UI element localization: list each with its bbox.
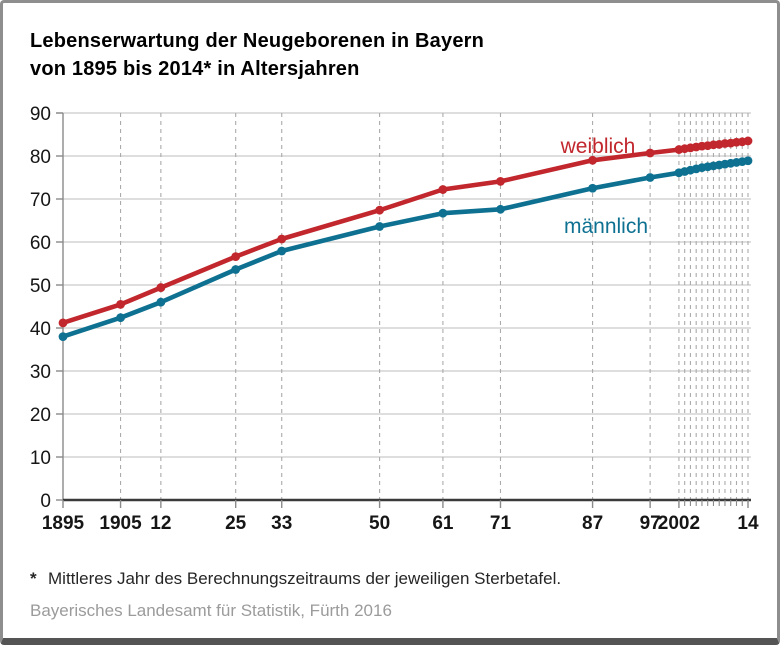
- series-line-maennlich: [60, 158, 751, 339]
- data-point: [231, 265, 241, 274]
- x-tick-label: 14: [737, 513, 759, 534]
- y-tick-label: 30: [30, 362, 51, 383]
- footnote: * Mittleres Jahr des Berechnungszeitraums…: [30, 569, 561, 589]
- x-tick-label: 71: [490, 513, 512, 534]
- chart-title: Lebenserwartung der Neugeborenen in Baye…: [30, 27, 484, 83]
- data-point: [277, 234, 287, 244]
- data-point: [438, 208, 448, 218]
- data-point: [58, 332, 68, 341]
- y-tick-label: 80: [30, 147, 51, 168]
- data-point: [116, 299, 125, 309]
- x-tick-label: 12: [150, 513, 171, 534]
- footnote-text: Mittleres Jahr des Berechnungszeitraums …: [48, 569, 562, 588]
- y-tick-label: 0: [40, 491, 51, 512]
- x-tick-label: 25: [225, 513, 247, 534]
- data-point: [116, 313, 125, 323]
- y-tick-label: 20: [30, 405, 51, 426]
- data-point: [58, 318, 68, 328]
- x-tick-label: 1905: [99, 513, 142, 534]
- data-point: [588, 183, 597, 193]
- x-tick-label: 50: [369, 513, 390, 534]
- x-tick-label: 33: [271, 513, 292, 534]
- y-tick-label: 40: [30, 319, 51, 340]
- x-tick-label: 87: [582, 513, 603, 534]
- series-label-maennlich: männlich: [564, 215, 648, 238]
- data-point: [645, 173, 655, 182]
- x-tick-label: 97: [640, 513, 661, 534]
- data-point: [277, 246, 287, 256]
- source-credit: Bayerisches Landesamt für Statistik, Für…: [30, 601, 392, 620]
- chart-title-line2: von 1895 bis 2014* in Altersjahren: [30, 58, 360, 80]
- x-tick-label: 61: [432, 513, 454, 534]
- data-point: [588, 155, 597, 165]
- chart-title-line1: Lebenserwartung der Neugeborenen in Baye…: [30, 30, 485, 52]
- data-point: [156, 297, 166, 307]
- data-point: [375, 222, 384, 231]
- series-label-weiblich: weiblich: [560, 135, 636, 158]
- y-tick-label: 90: [30, 104, 51, 125]
- x-tick-label: 1895: [42, 513, 85, 534]
- data-point: [743, 156, 753, 166]
- y-tick-label: 60: [30, 233, 51, 254]
- data-point: [496, 176, 505, 186]
- x-tick-label: 2002: [658, 513, 700, 534]
- line-chart: 0 10 20 30 40 50 60 70 80 90 1895 1905 12 25 33 50 61 71 8…: [30, 104, 759, 534]
- y-tick-label: 10: [30, 448, 51, 469]
- data-point: [375, 205, 384, 215]
- data-point: [645, 148, 655, 158]
- y-tick-label: 50: [30, 276, 51, 297]
- data-point: [496, 204, 505, 214]
- data-point: [743, 136, 753, 146]
- data-point: [156, 283, 166, 292]
- footnote-marker: *: [30, 569, 37, 588]
- data-point: [438, 185, 448, 194]
- data-point: [231, 252, 241, 262]
- y-tick-label: 70: [30, 190, 51, 211]
